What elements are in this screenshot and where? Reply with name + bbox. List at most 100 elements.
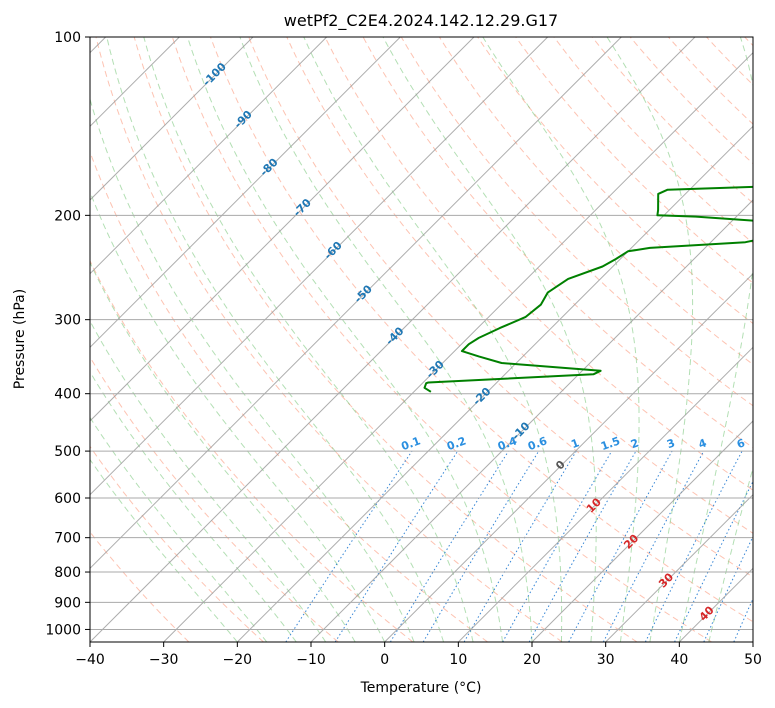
dry-adiabat-line: [95, 37, 563, 642]
x-tick-label: −40: [75, 652, 105, 668]
dry-adiabat-line: [668, 37, 753, 125]
moist-adiabat-line: [106, 37, 445, 642]
dry-adiabat-line: [171, 37, 712, 642]
y-axis-label: Pressure (hPa): [12, 289, 28, 389]
axes: −40 −30 −20 −10 0 10 20 30 40 5010020030040050060…: [45, 30, 762, 668]
y-tick-label: 700: [54, 531, 81, 547]
mixing-ratio-label: 0.1: [399, 434, 422, 453]
moist-adiabat-line: [303, 37, 563, 642]
y-tick-label: 100: [54, 30, 81, 46]
moist-adiabat-line: [678, 37, 753, 642]
x-axis-label: Temperature (°C): [360, 680, 482, 696]
moist-adiabat-line: [606, 37, 694, 642]
mixing-ratio-label: 1.5: [599, 434, 622, 453]
moist-adiabat-line: [187, 37, 503, 642]
mixing-ratio-line: [758, 451, 775, 642]
isotherm-line: [605, 493, 753, 642]
isotherm-line: [678, 567, 753, 642]
dry-adiabat-line: [210, 37, 753, 623]
mixing-ratio-line: [422, 450, 540, 642]
isotherm-line: [236, 125, 753, 642]
isotherm-label: -40: [383, 324, 406, 347]
x-tick-label: −30: [149, 652, 179, 668]
moist-adiabat-line: [482, 37, 640, 642]
dry-adiabat-line: [90, 150, 488, 642]
mixing-ratio-line: [674, 480, 753, 642]
moist-adiabat-line: [90, 190, 386, 642]
isotherm-label: 20: [621, 532, 641, 552]
isotherm-line: [90, 37, 549, 496]
mixing-ratio-label: 8: [762, 436, 774, 451]
dry-adiabat-line: [248, 37, 753, 578]
x-tick-label: 40: [670, 652, 688, 668]
mixing-ratio-label: 0.2: [445, 434, 468, 453]
dry-adiabat-line: [629, 37, 753, 165]
isotherm-line: [531, 420, 753, 642]
dewpoint-trace: [423, 185, 753, 393]
x-tick-label: −10: [296, 652, 326, 668]
background-lines: [90, 37, 775, 642]
dry-adiabat-line: [477, 37, 753, 325]
isotherm-line: [90, 37, 328, 275]
isotherm-label: -80: [257, 156, 280, 179]
dry-adiabat-line: [400, 37, 753, 407]
profile-traces: [423, 185, 753, 393]
moist-adiabat-line: [90, 261, 356, 642]
isotherm-label: 0: [553, 458, 568, 473]
isotherm-line: [90, 37, 401, 349]
mixing-ratio-line: [602, 450, 705, 642]
plot-frame: [89, 36, 754, 643]
dry-adiabat-line: [90, 531, 190, 642]
mixing-ratio-label: 4: [697, 436, 709, 451]
dry-adiabat-line: [591, 37, 753, 204]
mixing-ratio-line: [528, 450, 637, 642]
moist-adiabat-line: [239, 37, 533, 642]
isotherm-line: [90, 37, 696, 642]
mixing-ratio-line: [389, 450, 509, 642]
y-tick-label: 1000: [45, 622, 81, 638]
y-tick-label: 600: [54, 491, 81, 507]
isotherm-label: -90: [232, 108, 255, 131]
y-tick-label: 200: [54, 208, 81, 224]
mixing-ratio-label: 2: [629, 436, 641, 451]
x-tick-label: 0: [380, 652, 389, 668]
line-labels: 0.10.20.40.611.52346810131620253036-100-…: [200, 60, 774, 624]
isotherm-line: [90, 37, 622, 570]
isotherm-line: [163, 51, 753, 642]
mixing-ratio-label: 6: [735, 436, 747, 451]
moist-adiabat-line: [143, 37, 474, 642]
moist-adiabat-line: [90, 416, 268, 642]
dry-adiabat-line: [90, 259, 414, 642]
isotherm-line: [752, 641, 753, 642]
chart-title: wetPf2_C2E4.2024.142.12.29.G17: [284, 11, 558, 31]
isotherm-line: [384, 272, 753, 642]
x-tick-label: 10: [449, 652, 467, 668]
isotherm-line: [310, 199, 753, 642]
isotherm-label: -100: [200, 60, 229, 89]
x-tick-label: 50: [744, 652, 762, 668]
dry-adiabat-line: [438, 37, 753, 365]
x-tick-label: −20: [223, 652, 253, 668]
y-tick-label: 500: [54, 444, 81, 460]
mixing-ratio-line: [334, 450, 459, 642]
dry-adiabat-line: [324, 37, 753, 491]
dry-adiabat-line: [744, 37, 753, 47]
y-tick-label: 900: [54, 595, 81, 611]
moist-adiabat-line: [90, 320, 327, 642]
mixing-ratio-label: 0.6: [526, 434, 549, 453]
dry-adiabat-line: [90, 356, 339, 642]
y-tick-label: 800: [54, 565, 81, 581]
moist-adiabat-line: [708, 465, 753, 642]
isotherm-line: [90, 37, 254, 201]
x-tick-label: 20: [523, 652, 541, 668]
mixing-ratio-line: [644, 450, 743, 642]
mixing-ratio-label: 3: [665, 436, 677, 451]
isotherm-line: [457, 346, 753, 642]
isotherm-line: [90, 37, 475, 422]
isotherm-label: -60: [322, 239, 345, 262]
dry-adiabat-line: [553, 37, 753, 244]
x-tick-label: 30: [597, 652, 615, 668]
isotherm-label: -20: [470, 385, 493, 408]
mixing-ratio-label: 0.4: [496, 434, 519, 453]
